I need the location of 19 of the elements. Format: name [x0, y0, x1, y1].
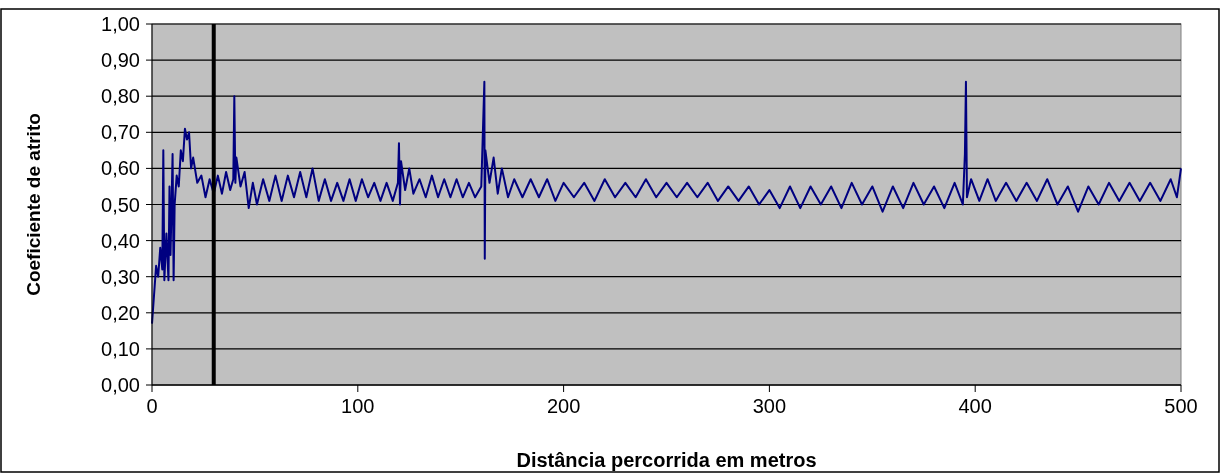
x-tick-label: 500	[1164, 395, 1198, 417]
x-tick-label: 300	[752, 395, 787, 417]
y-tick-label: 0,00	[101, 374, 140, 396]
x-tick-label: 0	[146, 395, 158, 417]
y-tick-label: 1,00	[101, 13, 140, 35]
y-tick-label: 0,30	[101, 265, 140, 288]
y-tick-label: 0,20	[101, 301, 140, 324]
y-tick-label: 0,70	[101, 121, 140, 144]
x-tick-label: 400	[958, 395, 992, 417]
y-tick-label: 0,40	[101, 229, 140, 252]
x-axis-title: Distância percorrida em metros	[516, 449, 817, 471]
x-tick-label: 200	[546, 395, 581, 417]
y-tick-label: 0,90	[101, 49, 140, 72]
y-axis-title: Coeficiente de atrito	[23, 113, 44, 296]
y-tick-label: 0,60	[101, 157, 140, 180]
y-tick-label: 0,80	[101, 85, 140, 108]
y-tick-label: 0,50	[101, 193, 140, 216]
x-tick-label: 100	[341, 395, 375, 417]
y-tick-label: 0,10	[101, 337, 140, 360]
